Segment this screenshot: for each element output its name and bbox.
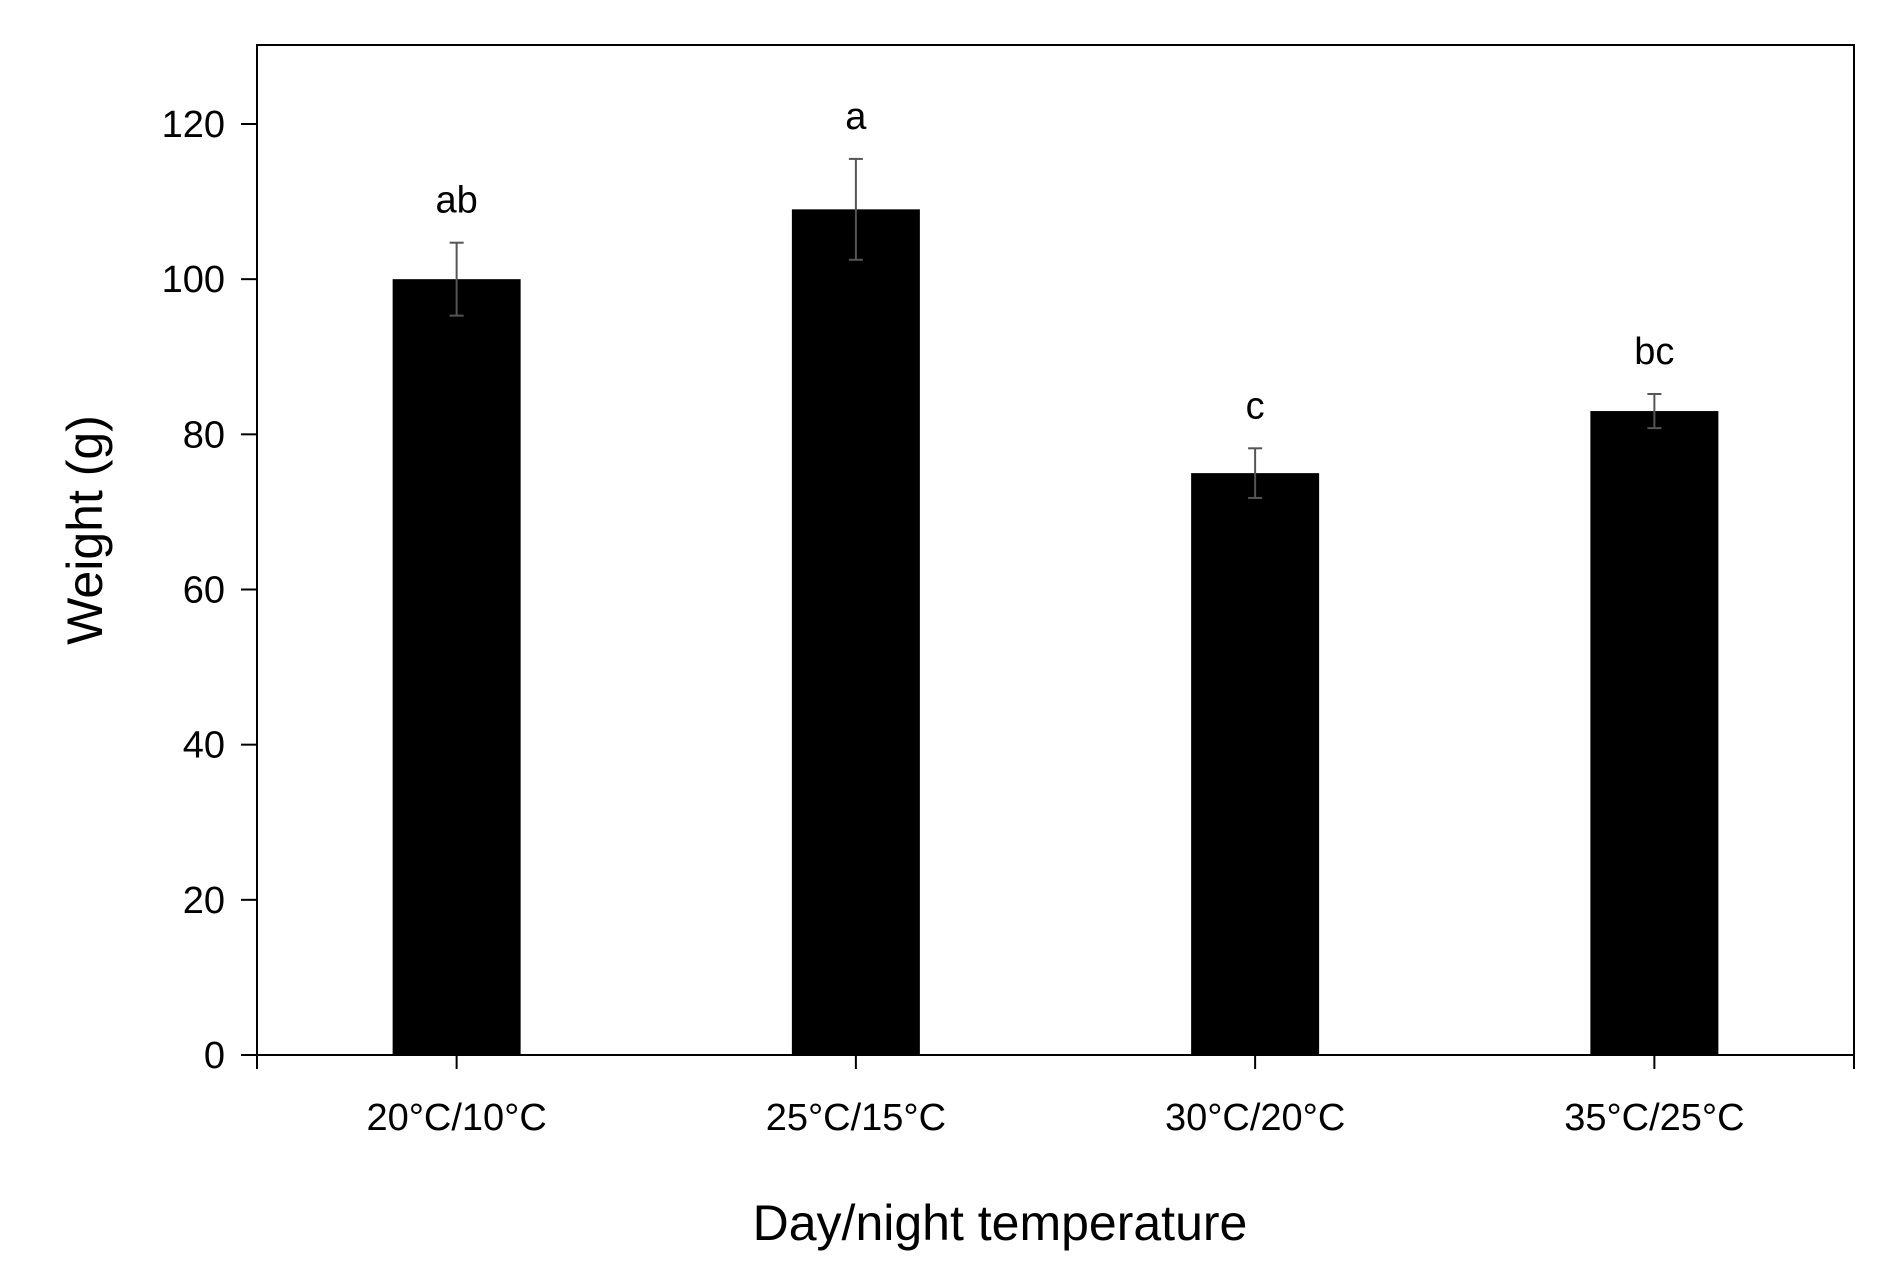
x-tick-label: 30°C/20°C: [1165, 1097, 1345, 1139]
x-axis: 20°C/10°C 25°C/15°C 30°C/20°C 35°C/25°C: [256, 1055, 1855, 1139]
significance-label: ab: [435, 180, 477, 222]
significance-label: bc: [1634, 331, 1674, 373]
plot-frame: [256, 44, 1855, 1056]
y-tick-label: 120: [162, 104, 225, 146]
x-axis-title: Day/night temperature: [753, 1195, 1248, 1251]
y-tick-label: 40: [183, 725, 225, 767]
x-tick-label: 35°C/25°C: [1564, 1097, 1744, 1139]
x-tick-label: 20°C/10°C: [366, 1097, 546, 1139]
bars: ab a c bc: [392, 96, 1719, 1056]
significance-label: c: [1246, 385, 1265, 427]
y-axis-title: Weight (g): [57, 415, 113, 645]
x-tick-label: 25°C/15°C: [766, 1097, 946, 1139]
y-axis: 0 20 40 60 80 100 120: [162, 104, 257, 1077]
y-tick-label: 20: [183, 880, 225, 922]
bar: [791, 209, 920, 1055]
y-tick-label: 60: [183, 570, 225, 612]
bar: [392, 279, 521, 1056]
bar: [1191, 473, 1320, 1055]
y-tick-label: 0: [204, 1035, 225, 1077]
bar: [1590, 411, 1719, 1055]
y-tick-label: 80: [183, 414, 225, 456]
y-tick-label: 100: [162, 259, 225, 301]
significance-label: a: [845, 96, 867, 138]
